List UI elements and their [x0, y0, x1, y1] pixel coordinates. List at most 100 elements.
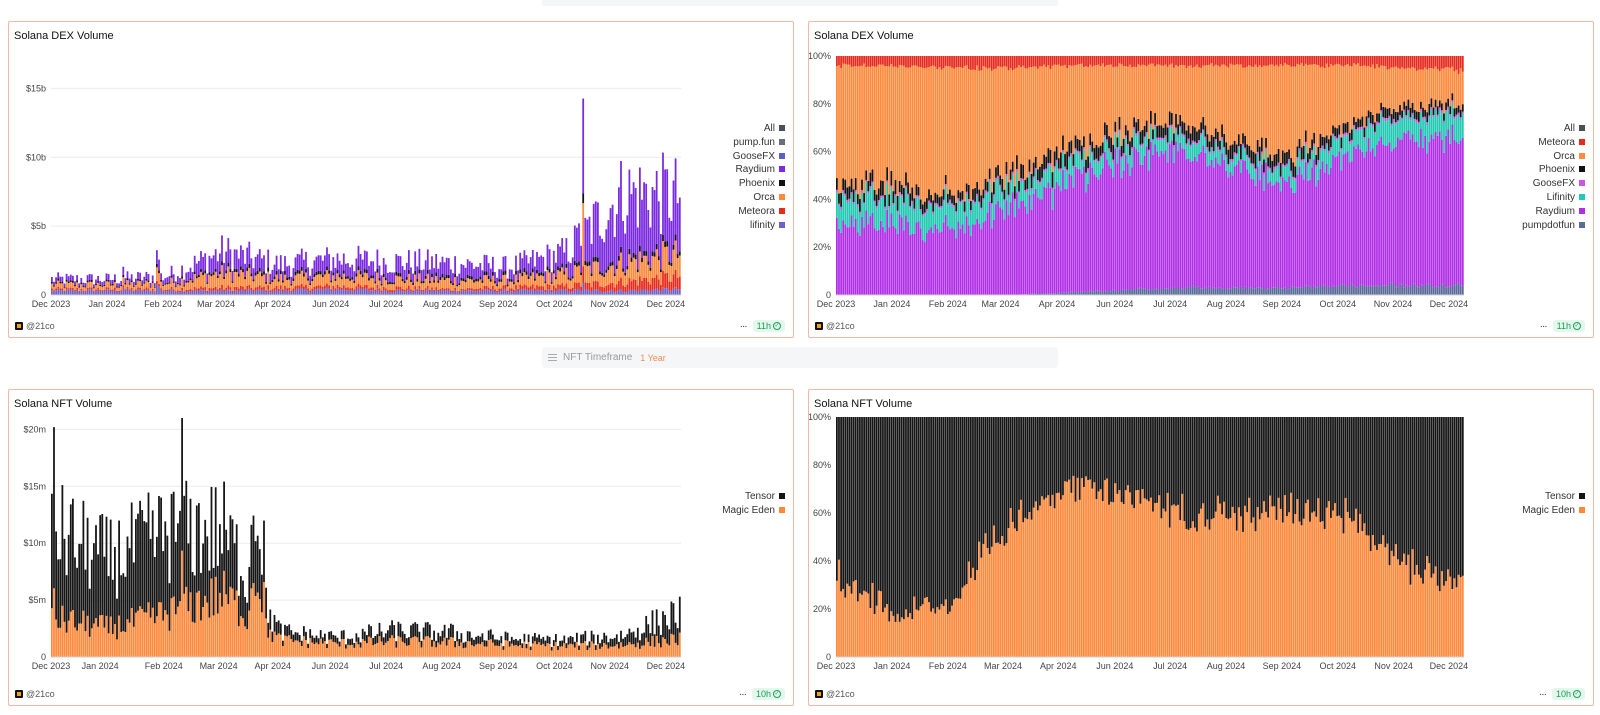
bar-segment	[160, 279, 162, 282]
bar-segment	[347, 287, 349, 291]
bar-segment	[82, 291, 85, 295]
bar-segment	[1338, 515, 1341, 657]
bar-segment	[460, 633, 463, 643]
bar-segment	[368, 288, 370, 291]
freshness-badge[interactable]: 10h ✓	[1551, 688, 1585, 700]
legend-item[interactable]: Orca	[1522, 150, 1585, 164]
legend-item[interactable]: pumpdotfun	[1522, 219, 1585, 233]
legend-item[interactable]: Meteora	[733, 205, 785, 219]
bar-segment	[1118, 63, 1121, 117]
legend-item[interactable]: Magic Eden	[722, 504, 785, 518]
bar-segment	[1286, 166, 1288, 182]
bar-segment	[1325, 63, 1328, 136]
bar-segment	[378, 278, 381, 281]
bar-segment	[668, 264, 671, 282]
bar-segment	[53, 291, 55, 295]
bar-segment	[288, 635, 291, 657]
bar-segment	[1369, 151, 1372, 286]
bar-segment	[1265, 289, 1267, 295]
bar-segment	[326, 283, 328, 288]
freshness-badge[interactable]: 10h ✓	[751, 688, 785, 700]
bar-segment	[1204, 56, 1207, 66]
bar-segment	[256, 290, 259, 295]
legend-item[interactable]: Tensor	[722, 490, 785, 504]
bar-segment	[1208, 165, 1211, 287]
more-options-icon[interactable]: ···	[1538, 688, 1547, 700]
legend-item[interactable]: GooseFX	[1522, 177, 1585, 191]
legend-item[interactable]: Orca	[733, 191, 785, 205]
freshness-badge[interactable]: 11h ✓	[752, 320, 785, 332]
bar-segment	[336, 270, 339, 274]
bar-segment	[1173, 145, 1175, 148]
bar-segment	[193, 255, 196, 272]
legend-item[interactable]: Tensor	[1522, 490, 1585, 504]
bar-segment	[882, 64, 884, 181]
bar-segment	[655, 288, 658, 295]
bar-segment	[955, 597, 958, 657]
bar-segment	[888, 208, 891, 228]
legend-item[interactable]: Raydium	[733, 163, 785, 177]
bar-segment	[1047, 165, 1050, 183]
more-options-icon[interactable]: ···	[738, 688, 747, 700]
bar-segment	[848, 198, 851, 202]
nft-timeframe-filter[interactable]: NFT Timeframe 1 Year	[542, 347, 1058, 368]
bar-segment	[886, 209, 889, 295]
bar-segment	[1089, 64, 1092, 134]
legend-item[interactable]: Lifinity	[1522, 191, 1585, 205]
bar-segment	[856, 601, 859, 657]
legend-item[interactable]: pump.fun	[733, 136, 785, 150]
bar-segment	[223, 291, 225, 295]
bar-segment	[569, 280, 572, 289]
bar-segment	[1181, 133, 1184, 136]
legend-item[interactable]: Phoenix	[733, 177, 785, 191]
bar-segment	[1376, 56, 1378, 65]
bar-segment	[1380, 56, 1383, 66]
bar-segment	[1359, 66, 1362, 120]
bar-segment	[1219, 66, 1221, 141]
bar-segment	[1267, 183, 1270, 289]
legend-item[interactable]: Phoenix	[1522, 163, 1585, 177]
bar-segment	[223, 570, 225, 657]
bar-segment	[347, 278, 349, 288]
bar-segment	[279, 274, 282, 286]
legend-item[interactable]: Raydium	[1522, 205, 1585, 219]
legend-item[interactable]: GooseFX	[733, 150, 785, 164]
brand-label: @21co	[826, 321, 855, 331]
bar-segment	[1106, 56, 1108, 66]
more-options-icon[interactable]: ···	[739, 320, 748, 332]
freshness-badge[interactable]: 11h ✓	[1552, 320, 1585, 332]
bar-segment	[1154, 66, 1156, 114]
bar-segment	[1231, 159, 1234, 163]
bar-segment	[1279, 288, 1282, 295]
bar-segment	[300, 266, 303, 271]
bar-segment	[1413, 121, 1416, 142]
legend-item[interactable]: All	[1522, 122, 1585, 136]
bar-segment	[1432, 417, 1435, 574]
bar-segment	[1030, 188, 1033, 191]
bar-segment	[359, 270, 362, 275]
legend-item[interactable]: lifinity	[733, 219, 785, 233]
bar-segment	[1083, 66, 1085, 137]
bar-segment	[1357, 118, 1360, 128]
timeframe-value[interactable]: 1 Year	[640, 352, 666, 363]
bar-segment	[1304, 285, 1307, 295]
bar-segment	[1332, 154, 1334, 286]
legend-item[interactable]: All	[733, 122, 785, 136]
bar-segment	[926, 417, 928, 598]
bar-segment	[1074, 501, 1077, 657]
legend-item[interactable]: Meteora	[1522, 136, 1585, 150]
bar-segment	[384, 280, 387, 289]
bar-segment	[567, 291, 570, 295]
bar-segment	[370, 261, 372, 276]
bar-segment	[590, 287, 593, 292]
bar-segment	[1260, 151, 1263, 154]
bar-segment	[1288, 56, 1290, 66]
bar-segment	[1436, 69, 1439, 107]
bar-segment	[1422, 56, 1424, 70]
legend-item[interactable]: Magic Eden	[1522, 504, 1585, 518]
bar-segment	[1083, 486, 1085, 657]
more-options-icon[interactable]: ···	[1539, 320, 1548, 332]
bar-segment	[510, 281, 513, 289]
bar-segment	[1103, 135, 1106, 138]
bar-segment	[597, 257, 599, 263]
